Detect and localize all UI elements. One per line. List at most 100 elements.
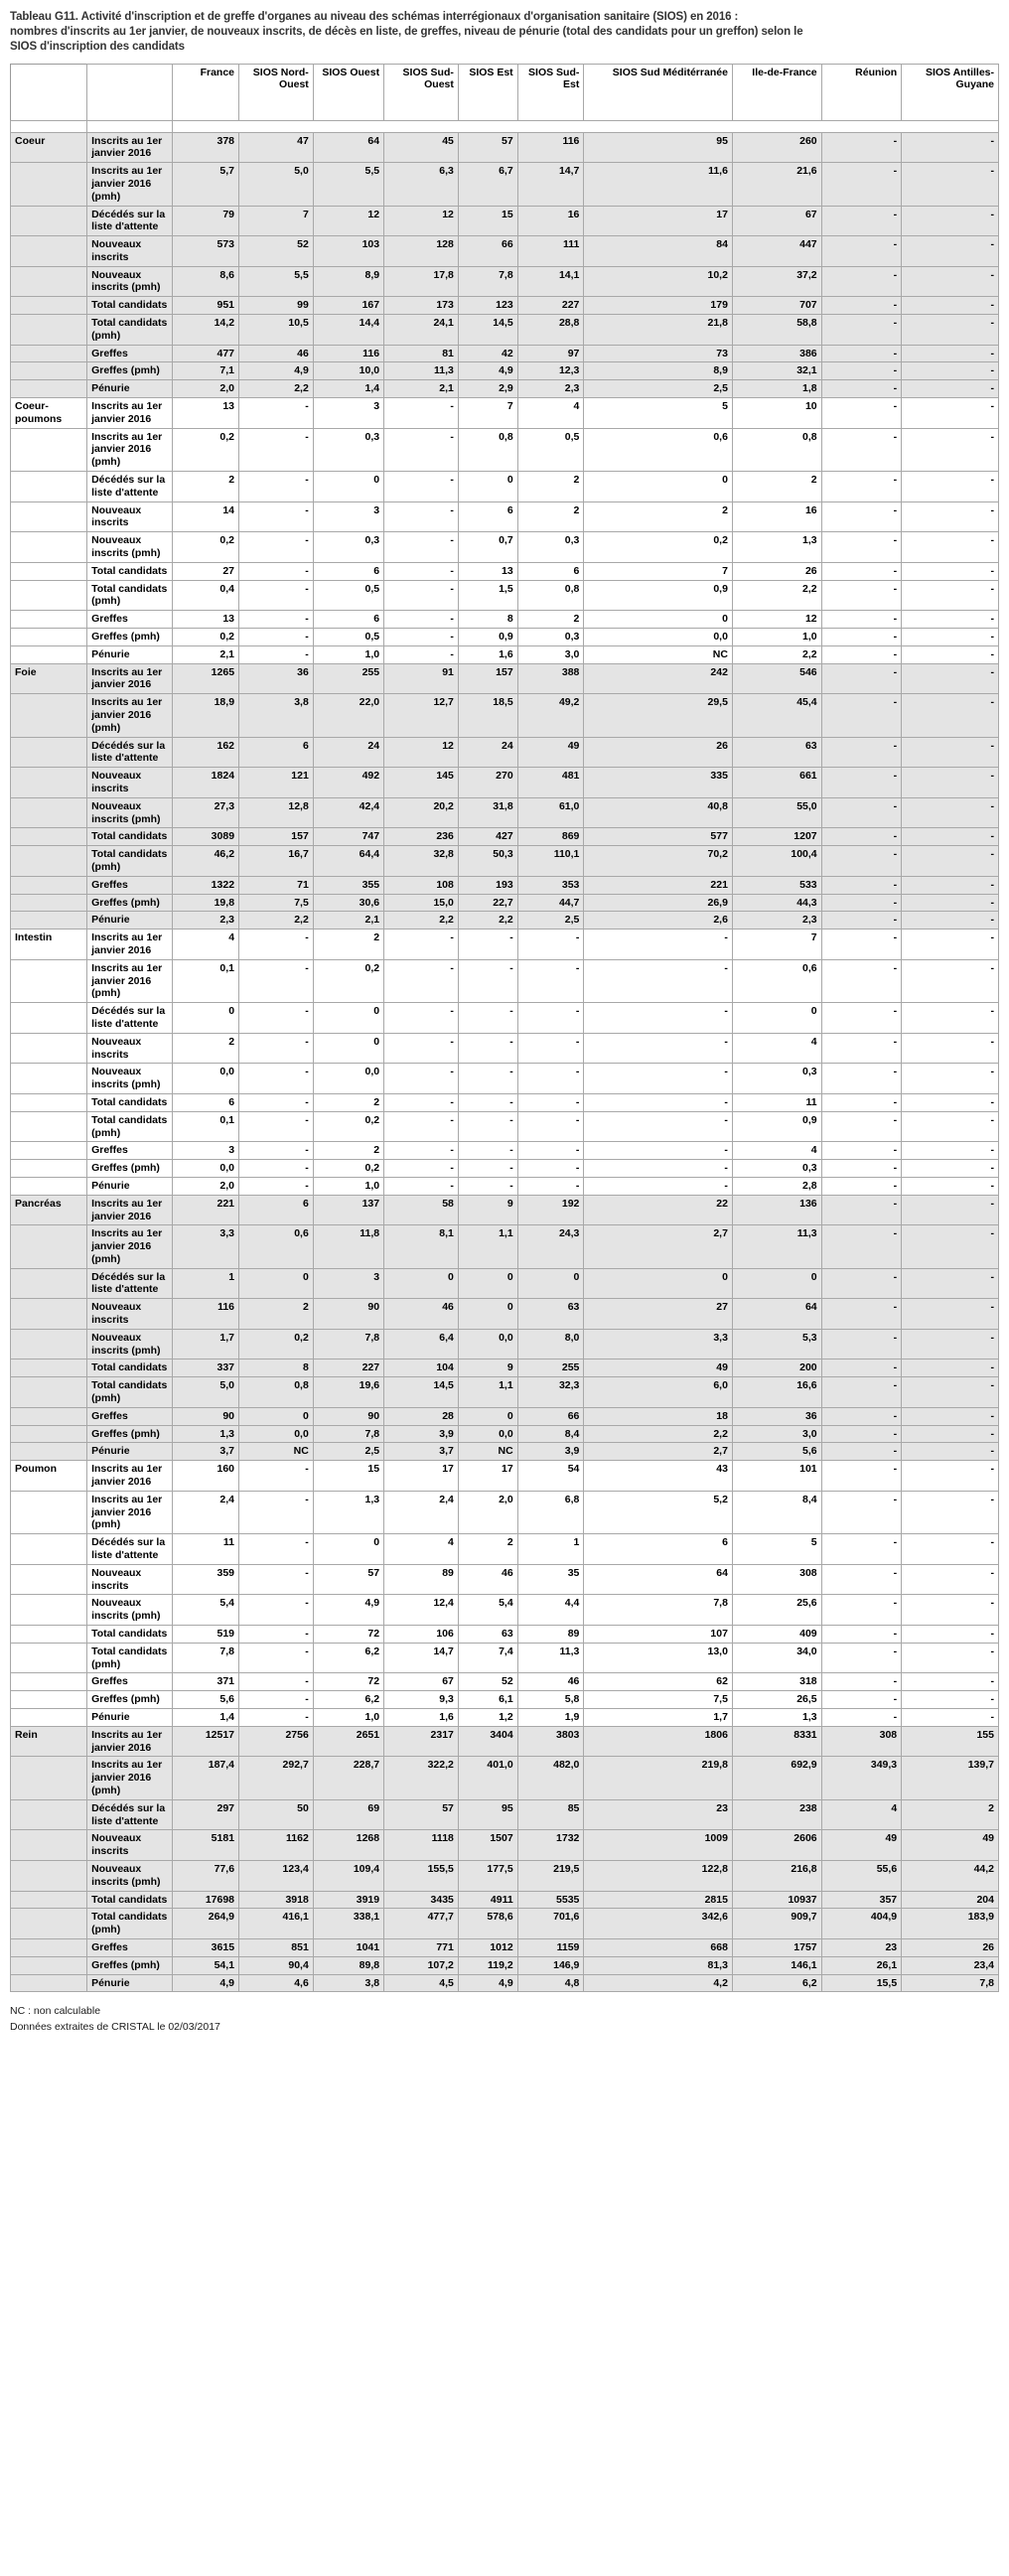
organ-label: Rein [9,1725,88,1758]
data-cell: 2,2 [731,579,822,612]
organ-label-empty [9,1110,88,1143]
data-cell: 353 [516,875,585,895]
data-cell: 72 [312,1672,385,1692]
metric-label: Nouveaux inscrits [86,767,174,798]
organ-label-empty [9,845,88,877]
header-col-ile-de-france: Ile-de-France [731,63,822,121]
data-cell: 26,1 [820,1955,903,1975]
data-cell: 128 [383,235,459,267]
metric-label: Inscrits au 1er janvier 2016 [86,131,174,164]
data-cell: 17 [583,205,733,237]
data-cell: - [820,845,903,877]
data-cell: 107,2 [383,1955,459,1975]
data-cell: - [901,1159,999,1178]
data-cell: 8,4 [516,1424,585,1444]
data-cell: 3 [312,501,385,533]
data-cell: 7,8 [172,1642,240,1674]
metric-label: Greffes [86,1406,174,1426]
metric-label: Pénurie [86,1176,174,1196]
organ-label-empty [9,767,88,798]
data-cell: 577 [583,827,733,847]
table-row: Total candidats (pmh) 7,8-6,2 14,7 7,4 11,3 1… [9,1642,999,1674]
data-cell: 11,3 [383,361,459,381]
data-cell: 123,4 [238,1859,314,1892]
data-cell: 26 [583,736,733,769]
metric-label: Inscrits au 1er janvier 2016 (pmh) [86,958,174,1004]
data-cell: 42,4 [312,796,385,829]
data-cell: - [901,845,999,877]
data-cell: 1,7 [583,1708,733,1727]
data-cell: 50,3 [457,845,518,877]
metric-label: Pénurie [86,644,174,664]
data-cell: 0,2 [312,958,385,1004]
data-cell: 2,3 [516,379,585,399]
table-row: Pénurie 2,0-1,0- - - -2,8- - [9,1176,999,1196]
metric-label: Nouveaux inscrits [86,1829,174,1861]
metric-label: Décédés sur la liste d'attente [86,1798,174,1831]
metric-label: Nouveaux inscrits [86,501,174,533]
data-cell: 10,0 [312,361,385,381]
metric-label: Nouveaux inscrits (pmh) [86,1328,174,1360]
data-cell: 90 [312,1298,385,1330]
data-cell: 30,6 [312,893,385,913]
organ-label-empty [9,561,88,581]
data-cell: - [583,929,733,960]
data-cell: - [820,1328,903,1360]
data-cell: - [238,644,314,664]
data-cell: 14,7 [383,1642,459,1674]
data-cell: 12 [383,736,459,769]
data-cell: 14,1 [516,265,585,298]
data-cell: 12517 [172,1725,240,1758]
data-cell: 109,4 [312,1859,385,1892]
metric-label: Greffes (pmh) [86,1424,174,1444]
data-cell: - [901,561,999,581]
data-cell: 447 [731,235,822,267]
data-cell: 15,0 [383,893,459,913]
data-cell: 0,2 [312,1159,385,1178]
data-cell: 103 [312,235,385,267]
data-cell: - [238,1092,314,1112]
table-row: Pénurie 2,1-1,0-1,6 3,0 NC 2,2- - [9,644,999,664]
data-cell: - [383,1092,459,1112]
data-cell: - [901,427,999,473]
data-cell: - [238,1708,314,1727]
data-cell: - [901,1176,999,1196]
data-cell: 58 [383,1194,459,1226]
data-cell: 110,1 [516,845,585,877]
table-row: Rein Inscrits au 1er janvier 2016 12517 275… [9,1725,999,1758]
data-cell: 337 [172,1359,240,1378]
data-cell: - [583,1063,733,1094]
data-cell: - [901,1442,999,1462]
data-cell: - [901,1490,999,1535]
organ-label: Foie [9,662,88,695]
data-cell: - [583,1176,733,1196]
data-cell: 0,2 [172,628,240,646]
data-cell: 100,4 [731,845,822,877]
data-cell: 32,8 [383,845,459,877]
organ-label-empty [9,693,88,738]
data-cell: 23 [583,1798,733,1831]
data-cell: 27 [583,1298,733,1330]
organ-label-empty [9,875,88,895]
metric-label: Nouveaux inscrits [86,1298,174,1330]
data-cell: 14,2 [172,314,240,346]
data-cell: 4,5 [383,1973,459,1993]
organ-label-empty [9,1359,88,1378]
table-row: Nouveaux inscrits (pmh) 1,7 0,2 7,8 6,4 0,0 8,… [9,1328,999,1360]
data-cell: 4,9 [312,1594,385,1627]
data-cell: 15,5 [820,1973,903,1993]
data-cell: 3,7 [172,1442,240,1462]
data-cell: 0,9 [583,579,733,612]
footer-note-source: Données extraites de CRISTAL le 02/03/20… [10,2021,220,2034]
table-row: Nouveaux inscrits 2-0- - - -4- - [9,1032,999,1065]
data-cell: 8 [238,1359,314,1378]
data-cell: 28 [383,1406,459,1426]
data-cell: - [457,1032,518,1065]
spacer-cell [9,119,88,133]
data-cell: - [820,736,903,769]
data-cell: 55,6 [820,1859,903,1892]
metric-label: Nouveaux inscrits [86,1563,174,1596]
data-cell: 101 [731,1460,822,1492]
data-cell: 338,1 [312,1908,385,1939]
data-cell: 359 [172,1563,240,1596]
